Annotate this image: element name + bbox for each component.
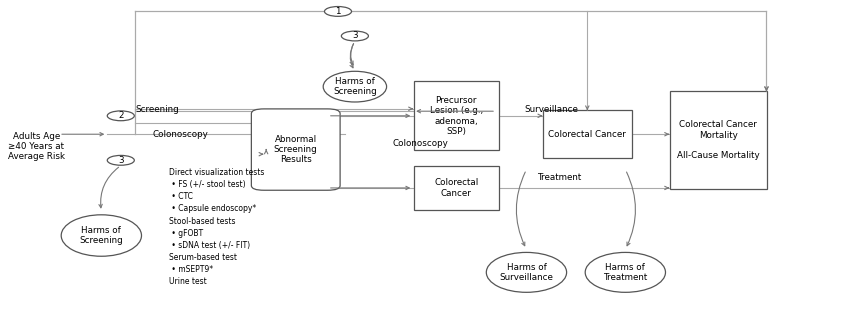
Circle shape: [325, 7, 352, 16]
Ellipse shape: [486, 252, 567, 292]
Ellipse shape: [323, 71, 387, 102]
Text: Adults Age
≥40 Years at
Average Risk: Adults Age ≥40 Years at Average Risk: [8, 131, 65, 161]
Text: Treatment: Treatment: [536, 173, 581, 182]
Text: Colonoscopy: Colonoscopy: [152, 130, 207, 139]
Circle shape: [107, 155, 134, 165]
FancyArrowPatch shape: [516, 172, 525, 246]
FancyArrowPatch shape: [99, 167, 119, 208]
Text: Surveillance: Surveillance: [524, 105, 578, 114]
FancyArrowPatch shape: [626, 172, 636, 246]
Text: Harms of
Treatment: Harms of Treatment: [604, 263, 648, 282]
Text: Colorectal
Cancer: Colorectal Cancer: [434, 178, 479, 198]
Ellipse shape: [585, 252, 666, 292]
Text: Colorectal Cancer
Mortality

All-Cause Mortality: Colorectal Cancer Mortality All-Cause Mo…: [677, 120, 760, 161]
FancyBboxPatch shape: [670, 91, 767, 190]
FancyArrowPatch shape: [350, 44, 354, 68]
Text: Harms of
Screening: Harms of Screening: [333, 77, 377, 96]
Text: Abnormal
Screening
Results: Abnormal Screening Results: [274, 135, 318, 164]
FancyBboxPatch shape: [252, 109, 340, 190]
Circle shape: [342, 31, 368, 41]
Text: Precursor
Lesion (e.g.,
adenoma,
SSP): Precursor Lesion (e.g., adenoma, SSP): [430, 96, 483, 136]
Text: Harms of
Surveillance: Harms of Surveillance: [500, 263, 553, 282]
Text: 3: 3: [352, 32, 358, 40]
Ellipse shape: [61, 215, 141, 256]
FancyBboxPatch shape: [414, 166, 499, 210]
Text: Harms of
Screening: Harms of Screening: [80, 226, 123, 245]
Text: Colonoscopy: Colonoscopy: [393, 139, 449, 148]
FancyBboxPatch shape: [414, 81, 499, 150]
Text: 3: 3: [118, 156, 123, 165]
Text: Colorectal Cancer: Colorectal Cancer: [548, 130, 626, 139]
FancyArrowPatch shape: [350, 44, 354, 65]
Text: 1: 1: [335, 7, 341, 16]
Text: Direct visualization tests
 • FS (+/- stool test)
 • CTC
 • Capsule endoscopy*
S: Direct visualization tests • FS (+/- sto…: [169, 168, 264, 286]
Text: 2: 2: [118, 111, 123, 120]
Text: Screening: Screening: [135, 105, 178, 114]
Circle shape: [107, 111, 134, 121]
FancyBboxPatch shape: [543, 110, 632, 158]
